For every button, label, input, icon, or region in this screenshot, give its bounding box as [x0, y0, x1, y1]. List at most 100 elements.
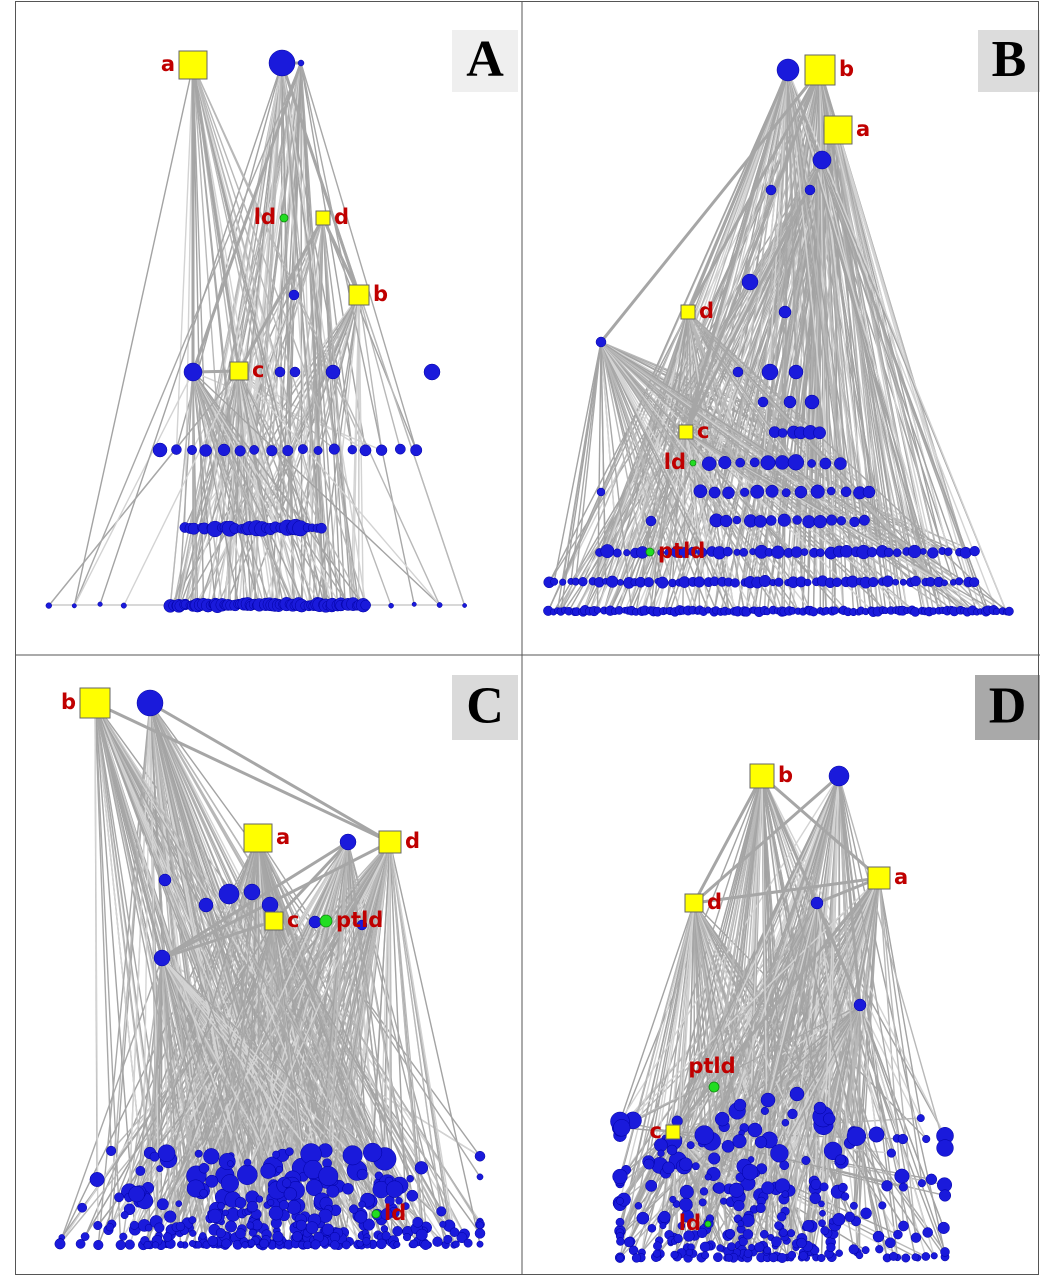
node [153, 949, 171, 967]
node [199, 1189, 208, 1198]
panel-label-box [452, 30, 518, 92]
edge [192, 371, 265, 606]
node [272, 1231, 284, 1243]
node [600, 544, 615, 559]
edge [600, 341, 681, 611]
node [241, 1241, 249, 1249]
node [781, 1190, 790, 1198]
node [274, 366, 286, 378]
node [748, 1243, 756, 1251]
node [883, 547, 894, 558]
edge [192, 64, 313, 606]
node [747, 1122, 763, 1138]
edge [143, 841, 391, 1226]
edge [79, 920, 275, 1245]
node [866, 547, 878, 558]
node [693, 576, 705, 588]
edge [94, 702, 298, 1237]
node-label: b [61, 690, 76, 714]
node [234, 1196, 247, 1209]
node [423, 363, 441, 381]
node [894, 1168, 910, 1184]
node [412, 1216, 424, 1228]
node [771, 545, 785, 559]
node [358, 1200, 366, 1208]
node [246, 1200, 259, 1213]
node [878, 1201, 887, 1210]
edge [123, 370, 240, 606]
node [910, 575, 921, 587]
edge [161, 957, 419, 1223]
hub-node [665, 1124, 681, 1140]
hub-node [178, 50, 208, 80]
node [623, 1236, 635, 1248]
edge [600, 341, 754, 611]
edge [619, 902, 695, 1122]
node [790, 546, 803, 558]
node [550, 577, 559, 586]
node [741, 273, 759, 291]
node [295, 1219, 307, 1231]
node [393, 1241, 401, 1248]
edge [727, 775, 763, 1147]
edge [553, 341, 602, 582]
edge [619, 902, 695, 1177]
node [844, 1211, 855, 1222]
node [757, 396, 769, 408]
edge [347, 841, 391, 1201]
node [699, 1187, 709, 1196]
hub-node [315, 210, 331, 226]
edge [191, 64, 241, 372]
node [848, 1244, 859, 1255]
edge [300, 62, 328, 606]
edge [693, 902, 883, 1206]
edge [837, 129, 965, 611]
node [917, 1179, 926, 1188]
node [832, 1212, 846, 1226]
panel-label-box [452, 675, 518, 740]
node [115, 1239, 126, 1251]
node [813, 426, 826, 440]
node [735, 457, 746, 468]
node [89, 1172, 105, 1187]
edge [192, 64, 333, 607]
edge [687, 311, 746, 612]
edge [621, 1004, 861, 1129]
node [612, 548, 622, 558]
node [75, 1239, 86, 1249]
node [794, 485, 808, 499]
node [71, 603, 77, 609]
edge [192, 371, 321, 606]
node-label: a [276, 825, 290, 849]
edge [677, 775, 840, 1239]
node [813, 514, 827, 529]
edge [192, 64, 321, 605]
node [732, 366, 744, 378]
node [207, 1208, 223, 1224]
node [286, 1200, 302, 1215]
edge [693, 902, 851, 1144]
node [401, 1202, 410, 1210]
edge [210, 920, 275, 1157]
edge [819, 69, 982, 612]
node [636, 1211, 650, 1225]
edge [237, 217, 325, 372]
node [289, 366, 301, 378]
edge [619, 775, 840, 1122]
node [198, 897, 214, 913]
node [835, 1249, 843, 1257]
node [129, 1220, 139, 1230]
node [787, 1250, 797, 1260]
node [801, 1156, 811, 1165]
node [281, 1178, 292, 1188]
edge [693, 902, 823, 1224]
node [156, 1165, 164, 1173]
node [177, 1241, 185, 1249]
node [817, 1253, 826, 1263]
node [800, 548, 809, 556]
node [813, 1101, 827, 1115]
edge [358, 294, 383, 451]
node [835, 1154, 846, 1166]
edge [281, 62, 360, 606]
node [777, 513, 791, 527]
